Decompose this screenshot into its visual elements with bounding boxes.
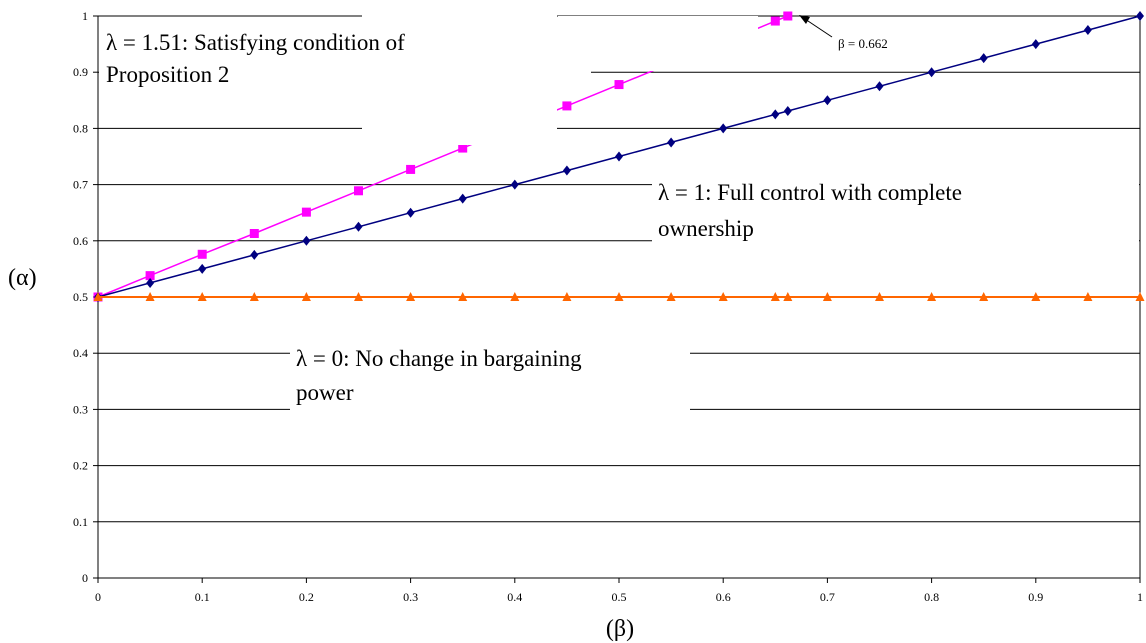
x-tick-label: 0.5 [612, 590, 627, 604]
annotation-lambda-1-line1: λ = 1: Full control with complete [658, 180, 962, 205]
series-2 [93, 292, 1145, 301]
data-point [146, 277, 155, 288]
data-point [562, 292, 572, 301]
data-point [614, 80, 624, 90]
y-tick-label: 0.2 [73, 459, 88, 473]
data-point [927, 67, 936, 78]
x-tick-label: 1 [1137, 590, 1143, 604]
data-point [301, 207, 311, 217]
data-point [614, 292, 624, 301]
data-point [615, 151, 623, 162]
tick-labels: 0 0.1 0.2 0.3 0.4 0.5 0.6 0.7 0.8 0.9 1 0 0.1 0.2 0.3 0… [73, 9, 1143, 604]
data-point [823, 95, 832, 106]
data-point [771, 109, 780, 120]
data-point [93, 292, 103, 301]
annotation-background [558, 16, 758, 71]
data-point [198, 263, 207, 274]
data-point [302, 235, 311, 246]
annotation-lambda-151-line2: Proposition 2 [106, 62, 229, 87]
data-point [1031, 292, 1041, 301]
data-point [458, 143, 468, 153]
y-tick-label: 0.4 [73, 346, 88, 360]
annotation-background [362, 15, 557, 145]
data-point [354, 186, 363, 196]
x-tick-label: 0.1 [195, 590, 210, 604]
data-point [406, 207, 415, 218]
y-tick-label: 0.3 [73, 402, 88, 416]
x-tick-label: 0.6 [716, 590, 731, 604]
data-point [1083, 25, 1092, 36]
data-point [770, 292, 780, 301]
x-tick-label: 0 [95, 590, 101, 604]
data-point [667, 137, 676, 148]
data-point [145, 292, 155, 301]
series-group [93, 11, 1145, 302]
x-tick-label: 0.2 [299, 590, 314, 604]
data-point [979, 53, 988, 64]
data-point [354, 292, 363, 301]
data-point [249, 228, 259, 238]
data-point [562, 165, 571, 176]
y-tick-label: 0.5 [73, 290, 88, 304]
data-point [783, 292, 793, 301]
data-point [562, 101, 572, 111]
y-tick-label: 0.1 [73, 515, 88, 529]
x-tick-label: 0.7 [820, 590, 835, 604]
data-point [1031, 39, 1040, 50]
data-point [666, 292, 676, 301]
annotation-arrow-line [804, 18, 833, 38]
data-point [406, 292, 416, 301]
y-tick-label: 0.7 [73, 178, 88, 192]
data-point [927, 292, 937, 301]
y-axis-title: (α) [8, 265, 37, 291]
x-tick-label: 0.3 [403, 590, 418, 604]
data-point [301, 292, 311, 301]
data-point [510, 292, 520, 301]
annotation-beta-value: β = 0.662 [838, 36, 888, 51]
y-tick-label: 1 [82, 9, 88, 23]
data-point [783, 105, 792, 116]
y-tick-label: 0.6 [73, 234, 88, 248]
data-point [979, 292, 989, 301]
data-point [875, 292, 884, 301]
annotation-background [652, 168, 1139, 248]
data-point [354, 221, 363, 232]
y-tick-label: 0.8 [73, 121, 88, 135]
data-point [783, 11, 793, 21]
data-point [197, 249, 207, 259]
data-point [406, 164, 416, 174]
x-tick-label: 0.4 [507, 590, 522, 604]
data-point [1136, 11, 1144, 21]
series-1 [94, 11, 1144, 302]
data-point [510, 179, 519, 190]
annotation-backgrounds [99, 15, 1139, 410]
data-point [719, 123, 728, 134]
data-point [250, 249, 259, 260]
data-point [249, 292, 259, 301]
annotation-background [290, 340, 690, 410]
y-tick-label: 0.9 [73, 65, 88, 79]
data-point [1083, 292, 1093, 301]
annotation-lambda-151-line1: λ = 1.51: Satisfying condition of [106, 30, 405, 55]
data-point [1135, 292, 1145, 301]
data-point [822, 292, 832, 301]
annotation-lambda-0-line2: power [296, 380, 354, 405]
y-tick-label: 0 [82, 571, 88, 585]
data-point [458, 193, 467, 204]
x-tick-label: 0.9 [1028, 590, 1043, 604]
annotation-lambda-1-line2: ownership [658, 216, 754, 241]
data-point [197, 292, 207, 301]
annotation-lambda-0-line1: λ = 0: No change in bargaining [296, 346, 582, 371]
data-point [875, 81, 884, 92]
data-point [458, 292, 468, 301]
series-line [97, 15, 1141, 298]
annotation-arrowhead [799, 15, 810, 24]
data-point [718, 292, 728, 301]
x-tick-label: 0.8 [924, 590, 939, 604]
x-axis-title: (β) [606, 616, 634, 642]
data-point [770, 16, 780, 26]
data-point [145, 271, 155, 281]
